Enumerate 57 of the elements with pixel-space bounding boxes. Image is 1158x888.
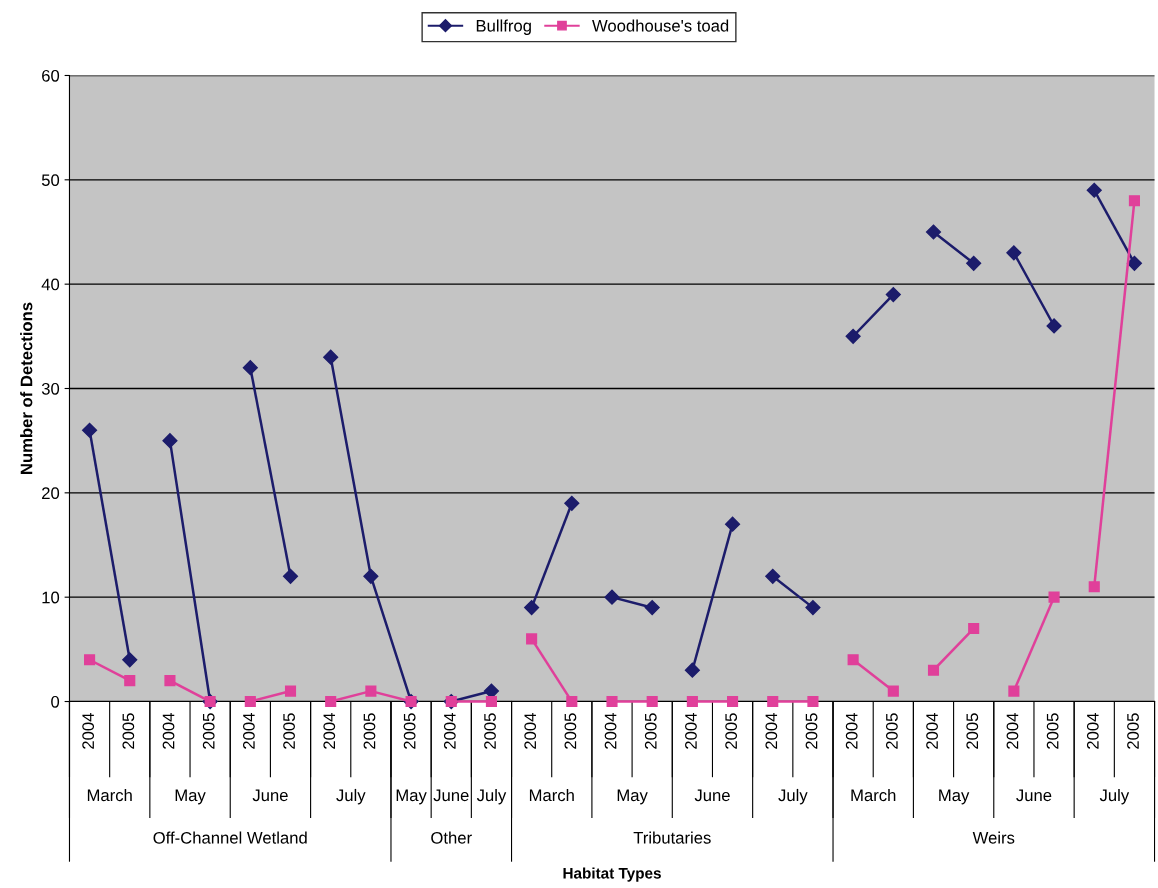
category-label: May [939,789,970,805]
category-label: 2005 [122,713,135,749]
category-label: 2004 [242,713,255,749]
category-label: 2004 [845,713,858,749]
category-label: Tributaries [633,831,711,844]
category-label: Weirs [972,831,1015,844]
y-tick-label: 40 [41,278,60,291]
category-label: June [694,789,730,802]
category-label: 2005 [644,713,657,749]
category-label: 2004 [323,713,336,749]
y-tick-label: 60 [42,69,60,82]
category-label: 2005 [403,713,416,749]
category-label: June [1016,789,1052,802]
category-label: March [529,788,574,802]
category-label: 2005 [484,713,496,749]
category-label: 2004 [443,713,456,749]
category-label: 2005 [202,713,215,749]
category-label: 2005 [1127,713,1139,749]
category-label: 2005 [805,713,818,749]
category-label: 2005 [1046,713,1059,749]
category-label: 2004 [1006,713,1019,749]
legend-label: Bullfrog [476,19,531,35]
category-label: 2004 [685,713,697,749]
category-label: May [175,789,206,805]
category-label: June [433,789,469,802]
legend-label: Woodhouse's toad [592,19,729,32]
category-label: July [476,788,507,805]
category-label: 2005 [725,713,738,749]
category-label: May [396,789,427,805]
category-label: 2004 [926,713,938,749]
category-label: 2005 [966,713,979,749]
category-label: 2004 [765,713,778,749]
category-label: July [1099,788,1130,805]
category-label: 2004 [524,713,537,749]
y-axis-title: Number of Detections [20,302,33,474]
category-label: 2004 [604,713,617,749]
y-tick-label: 0 [51,695,60,708]
y-tick-label: 10 [42,591,60,604]
category-label: 2005 [885,713,898,749]
y-tick-label: 20 [42,487,60,500]
y-tick-label: 50 [41,174,60,187]
category-label: June [252,789,288,802]
category-label: 2004 [162,713,175,749]
category-label: May [617,789,648,805]
category-label: July [336,788,366,805]
y-tick-label: 30 [41,382,60,395]
category-label: 2005 [363,713,376,749]
category-label: Other [431,831,472,844]
category-label: March [851,788,896,802]
category-label: July [778,788,808,805]
category-label: 2005 [564,713,577,749]
category-label: 2004 [1086,713,1099,749]
category-label: 2004 [82,713,95,749]
text: Habitat Types [563,867,661,882]
category-label: 2005 [283,713,295,749]
category-label: March [87,788,132,802]
category-label: Off-Channel Wetland [153,831,307,844]
